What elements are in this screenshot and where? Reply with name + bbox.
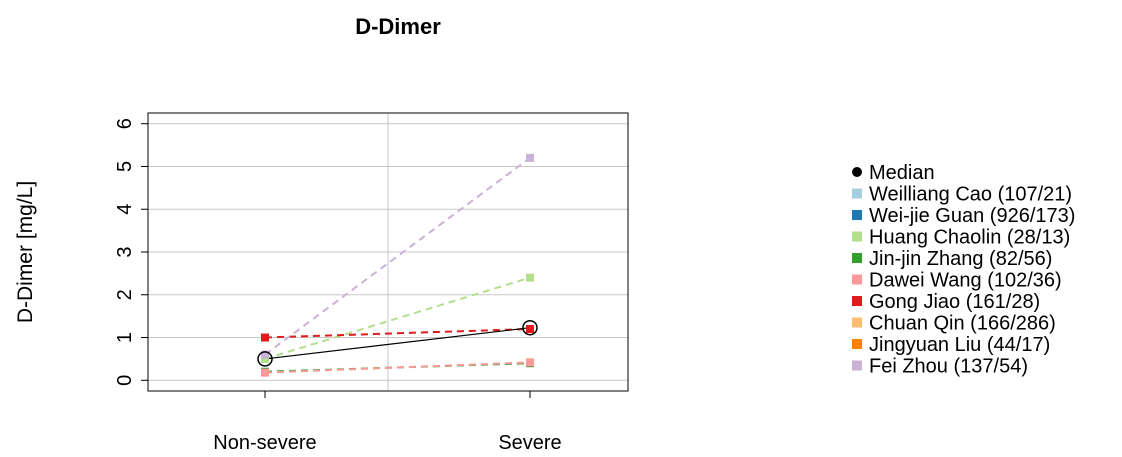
median-point xyxy=(522,319,538,336)
series-line xyxy=(264,157,531,356)
legend-label: Gong Jiao (161/28) xyxy=(869,291,1040,313)
y-tick-label: 1 xyxy=(114,332,136,343)
chart-title: D-Dimer xyxy=(355,14,441,39)
x-axis: Non-severe Severe xyxy=(213,390,562,454)
median-point xyxy=(257,351,273,367)
legend-marker xyxy=(852,274,862,285)
legend-label: Median xyxy=(869,162,935,184)
x-tick-label: Severe xyxy=(498,432,561,454)
median-line xyxy=(264,327,531,360)
y-tick-label: 5 xyxy=(114,161,136,172)
plot-frame xyxy=(147,112,629,392)
series-point xyxy=(526,153,534,162)
legend-label: Chuan Qin (166/286) xyxy=(869,313,1056,335)
series-line xyxy=(264,276,531,360)
series-point xyxy=(526,324,534,333)
legend-marker xyxy=(852,167,862,177)
series-point xyxy=(261,333,269,342)
series-line xyxy=(264,361,531,374)
series-point xyxy=(526,358,534,367)
series-lines xyxy=(264,157,531,374)
legend-label: Jingyuan Liu (44/17) xyxy=(869,334,1050,356)
legend-marker xyxy=(852,188,862,199)
legend-label: Wei-jie Guan (926/173) xyxy=(869,205,1075,227)
y-axis: 0 1 2 3 4 5 6 xyxy=(114,118,149,386)
y-tick-label: 3 xyxy=(114,246,136,257)
legend-marker xyxy=(852,210,862,220)
series-line xyxy=(264,327,531,339)
legend-marker xyxy=(852,317,862,328)
legend-marker xyxy=(852,253,862,263)
legend-marker xyxy=(852,231,862,242)
grid-lines xyxy=(148,113,628,391)
series-point xyxy=(261,350,269,359)
legend-label: Dawei Wang (102/36) xyxy=(869,270,1062,292)
legend-label: Jin-jin Zhang (82/56) xyxy=(869,248,1052,270)
y-tick-label: 6 xyxy=(114,118,136,129)
legend-label: Weilliang Cao (107/21) xyxy=(869,184,1072,206)
series-point xyxy=(261,354,269,363)
x-tick-label: Non-severe xyxy=(213,432,316,454)
series-points xyxy=(257,153,538,377)
legend-label: Huang Chaolin (28/13) xyxy=(869,227,1070,249)
y-tick-label: 4 xyxy=(114,204,136,215)
legend-marker xyxy=(852,296,862,306)
y-tick-label: 0 xyxy=(114,375,136,386)
series-point xyxy=(261,368,269,377)
legend-marker xyxy=(852,339,862,349)
y-tick-label: 2 xyxy=(114,289,136,300)
series-point xyxy=(526,273,534,282)
legend-label: Fei Zhou (137/54) xyxy=(869,356,1028,378)
legend-marker xyxy=(852,360,862,371)
y-axis-label: D-Dimer [mg/L] xyxy=(14,181,37,323)
